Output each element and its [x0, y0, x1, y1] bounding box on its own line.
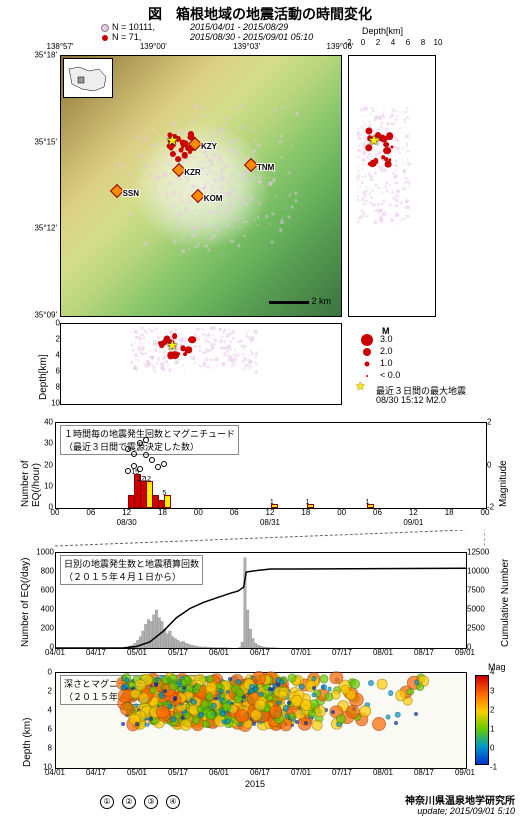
legend-recent-count: N = 71, — [112, 32, 141, 42]
lon-ticks: 138°57'139°00'139°03'139°06' — [60, 42, 340, 52]
page-circle: ③ — [144, 795, 158, 809]
dashed-connector — [55, 530, 485, 550]
page-circle: ① — [100, 795, 114, 809]
daily-svg — [56, 553, 466, 648]
colorbar-ticks: 43210-1 — [490, 672, 508, 767]
legend-prior-range: 2015/04/01 - 2015/08/29 — [190, 22, 288, 32]
scale-bar: 2 km — [269, 296, 331, 306]
page-circle: ④ — [166, 795, 180, 809]
scale-label: 2 km — [311, 296, 331, 306]
daily-ylabel2: Cumulative Number — [500, 552, 511, 647]
page-circle: ② — [122, 795, 136, 809]
mag-legend: M3.02.01.0< 0.0★最近３日間の最大地震08/30 15:12 M2… — [352, 326, 512, 406]
depth-ticks-top: -20246810 — [348, 38, 438, 48]
footer-update: update; 2015/09/01 5:10 — [417, 806, 515, 816]
depth-bottom-yticks: 0246810 — [48, 323, 60, 403]
legend-prior-dot — [101, 24, 109, 32]
lat-ticks: 35°18'35°15'35°12'35°09' — [22, 55, 57, 315]
depthmag-yticks: 0246810 — [38, 672, 52, 767]
depthmag-year: 2015 — [245, 779, 265, 789]
depthmag-scatter — [56, 673, 466, 768]
depth-bottom-panel: ★ — [60, 323, 342, 405]
depth-side-panel: ★ — [348, 55, 436, 317]
footer-org: 神奈川県温泉地学研究所 — [405, 792, 515, 807]
map-scatter: KZYKZRTNMSSNKOM★ — [61, 56, 341, 316]
legend-prior-count: N = 10111, — [112, 22, 155, 32]
hourly-xticks: 0006121800061218000612180008/3008/3109/0… — [55, 508, 485, 530]
depthmag-panel: 深さとマグニチュードの時間分布 （２０１５年４月１日から） — [55, 672, 467, 769]
side-scatter: ★ — [349, 56, 435, 316]
depth-header: Depth[km] — [362, 26, 403, 36]
pagenums: ①②③④ — [100, 795, 220, 811]
daily-yticks2: 02500500075001000012500 — [467, 552, 499, 647]
colorbar — [475, 675, 489, 765]
figure-title: 図 箱根地域の地震活動の時間変化 — [80, 4, 440, 24]
daily-yticks: 02004006008001000 — [32, 552, 54, 647]
daily-ylabel: Number of EQ(/day) — [20, 552, 31, 647]
depthmag-ylabel: Depth (km) — [22, 672, 33, 767]
map-panel: KZYKZRTNMSSNKOM★ 2 km — [60, 55, 342, 317]
hourly-yticks: 010203040 — [35, 422, 53, 507]
hourly-bars: 1512125111 — [56, 423, 486, 508]
daily-xticks: 04/0104/1705/0105/1706/0106/1707/0107/17… — [55, 648, 465, 660]
hourly-yticks2: -202 — [487, 422, 501, 507]
hourly-panel: １時間毎の地震発生回数とマグニチュード （最近３日間で震源決定した数） 1512… — [55, 422, 487, 509]
legend-recent-dot — [102, 35, 108, 41]
bottom-scatter: ★ — [61, 324, 341, 404]
legend-recent-range: 2015/08/30 - 2015/09/01 05:10 — [190, 32, 313, 42]
figure-root: 図 箱根地域の地震活動の時間変化 N = 10111, 2015/04/01 -… — [0, 0, 523, 831]
daily-panel: 日別の地震発生数と地震積算回数 （２０１５年４月１日から） — [55, 552, 467, 649]
